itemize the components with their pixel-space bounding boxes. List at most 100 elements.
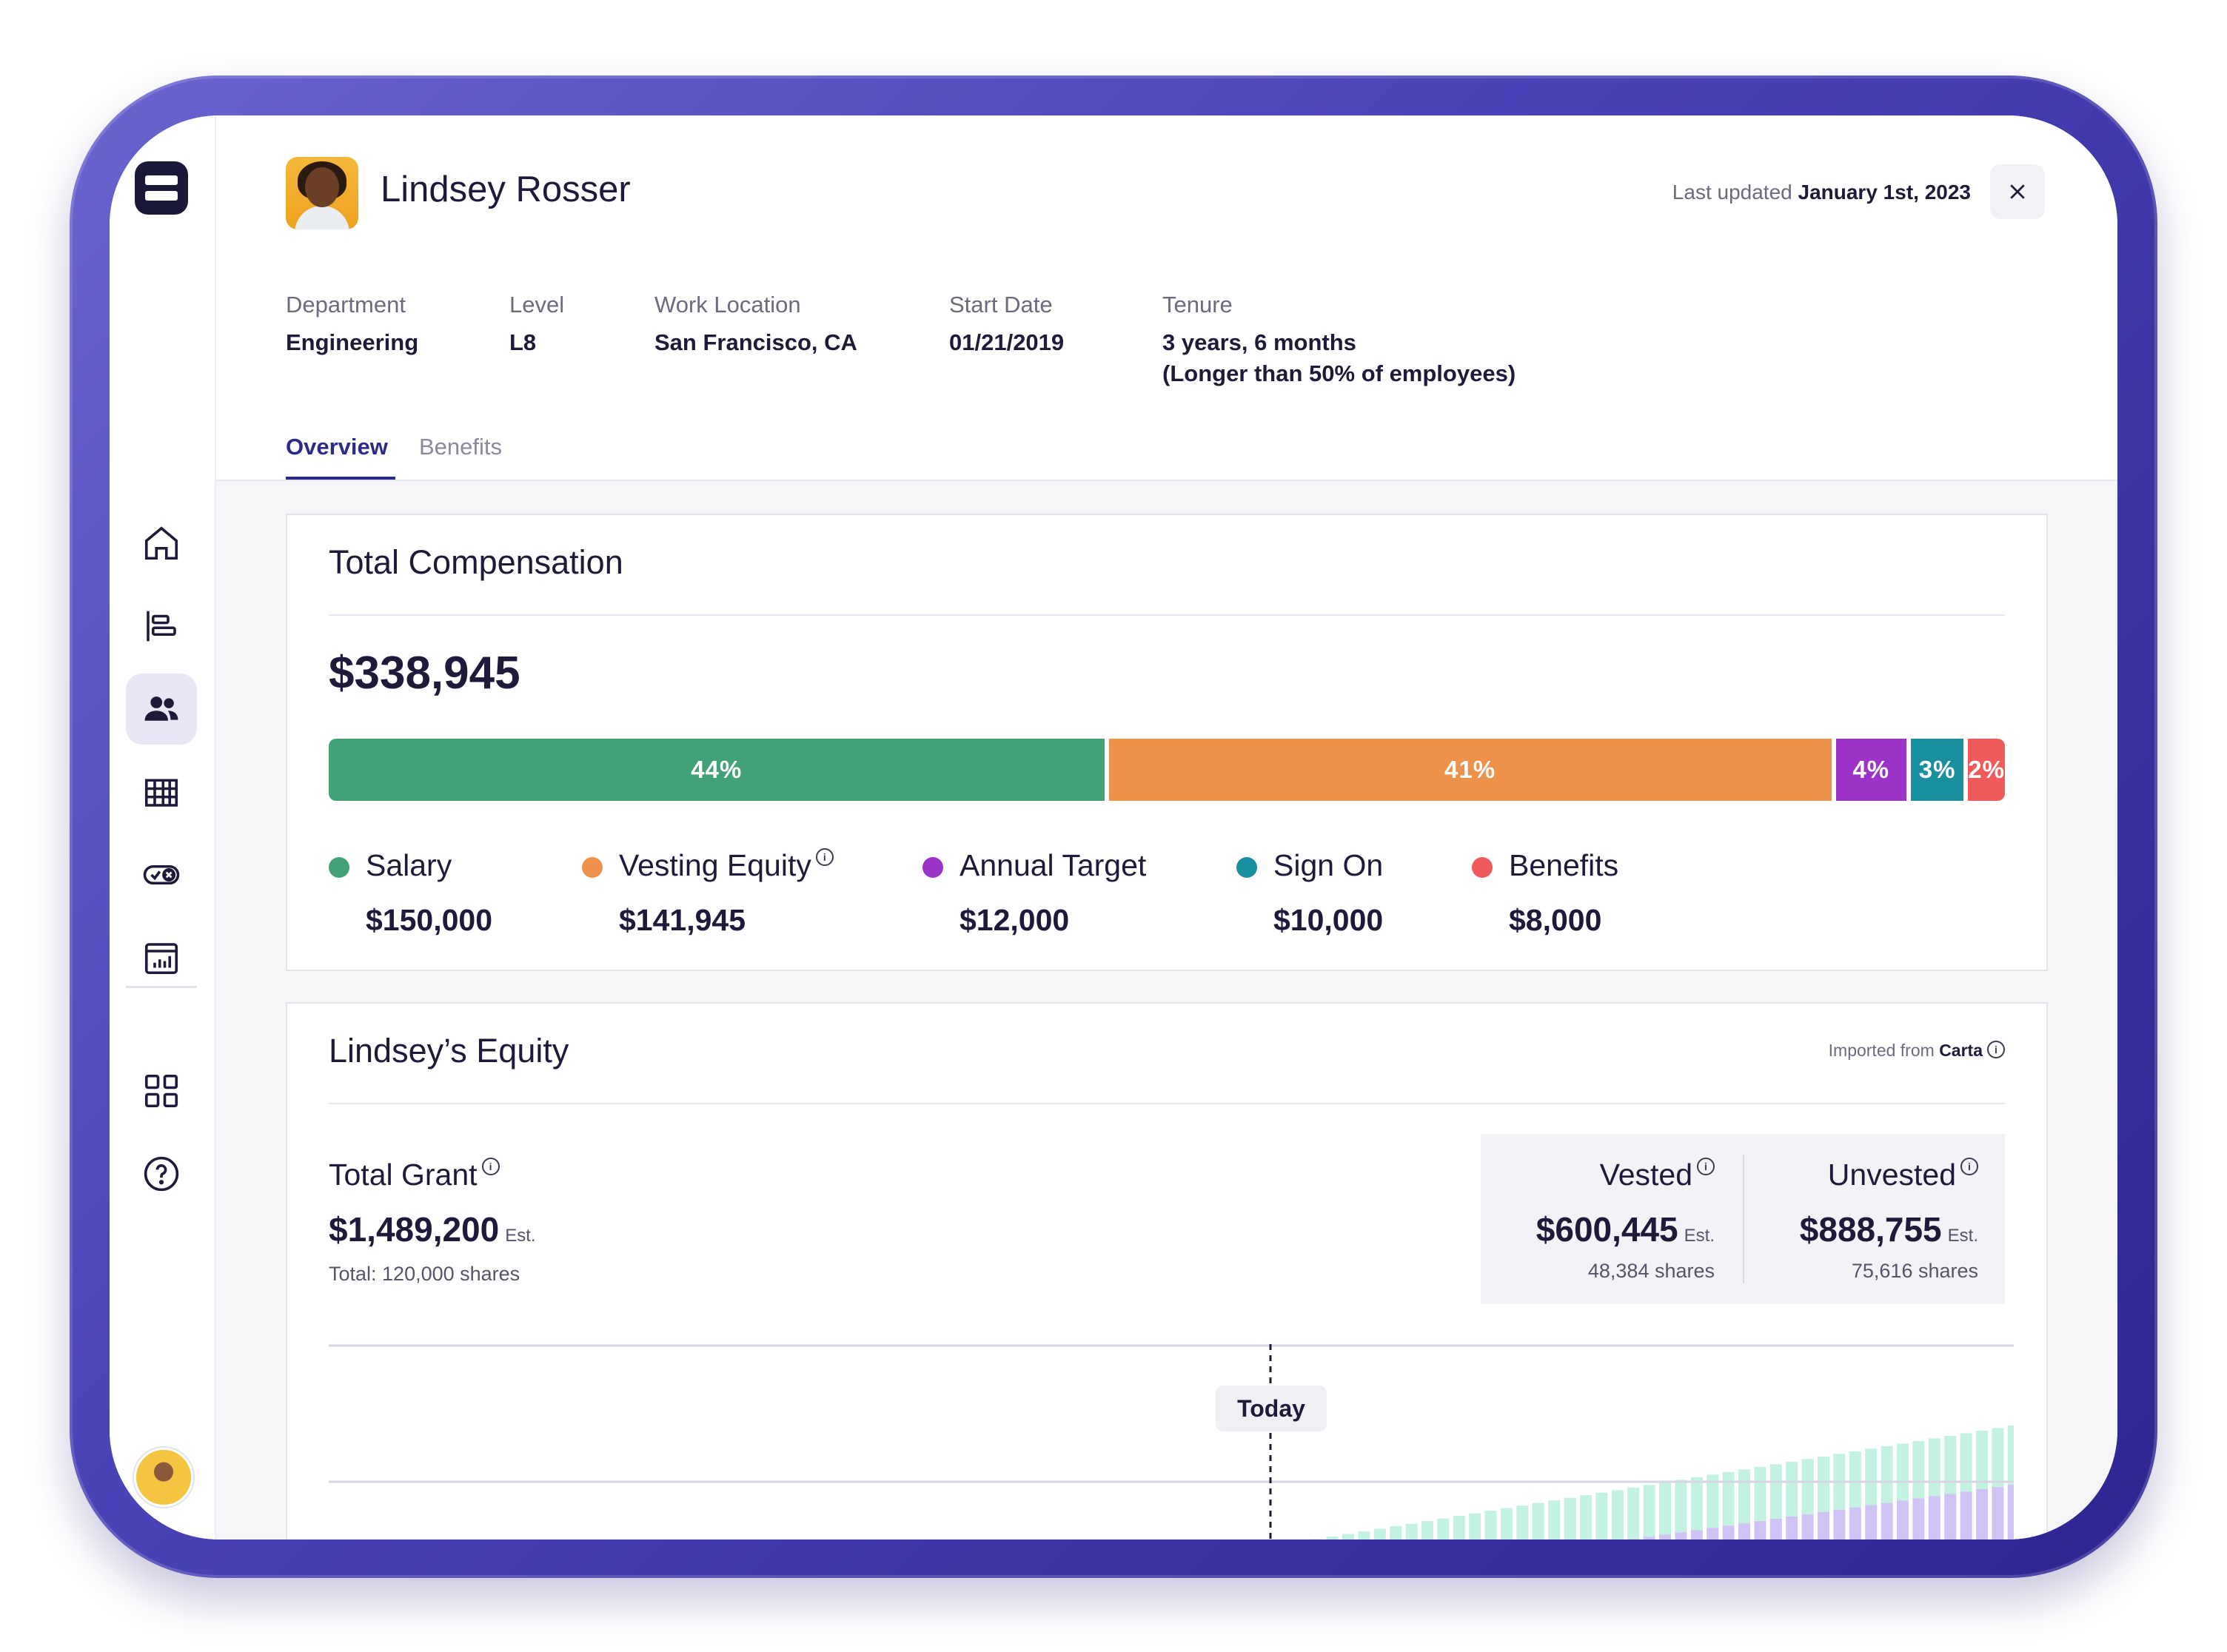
total-grant-shares: Total: 120,000 shares (329, 1263, 520, 1285)
start-date-label: Start Date (949, 292, 1053, 318)
user-avatar[interactable] (134, 1448, 193, 1507)
unvested-bar (1469, 1513, 1481, 1539)
unvested-bar (1928, 1438, 1940, 1497)
vested-bar (1818, 1511, 1829, 1539)
info-icon[interactable]: i (1697, 1158, 1715, 1175)
vested-shares: 48,384 shares (1587, 1260, 1715, 1282)
sidebar (110, 115, 216, 1539)
sidebar-divider (126, 986, 197, 988)
legend-value: $8,000 (1509, 903, 1602, 937)
users-icon[interactable] (126, 674, 197, 745)
total-grant-value: $1,489,200 Est. (329, 1210, 536, 1249)
total-grant-label: Total Grant i (329, 1158, 500, 1192)
level-value: L8 (509, 329, 537, 355)
unvested-bar (1342, 1534, 1354, 1539)
vested-bar (1881, 1502, 1893, 1539)
unvested-bar (1801, 1459, 1814, 1514)
vested-bar (1643, 1537, 1655, 1539)
level-label: Level (509, 292, 565, 318)
vesting-divider (1743, 1155, 1744, 1283)
compensation-segment[interactable]: 2% (1968, 739, 2005, 801)
unvested-bar (1484, 1511, 1497, 1539)
tab-benefits[interactable]: Benefits (419, 434, 503, 460)
unvested-bar (1754, 1466, 1766, 1522)
info-icon[interactable]: i (481, 1158, 500, 1175)
card-divider (329, 1103, 2005, 1104)
legend-value: $10,000 (1273, 903, 1384, 937)
work-location-label: Work Location (654, 292, 801, 318)
info-icon[interactable]: i (1987, 1041, 2005, 1058)
main-panel: Lindsey Rosser Last updated January 1st,… (216, 115, 2117, 1539)
unvested-bar (1722, 1471, 1735, 1526)
vested-bar (1992, 1487, 2004, 1539)
legend-label: Annual Target (960, 848, 1147, 882)
compensation-segment[interactable]: 3% (1910, 739, 1964, 801)
toggle-icon[interactable] (126, 839, 197, 910)
vested-bar (1675, 1532, 1687, 1539)
legend-label: Salary (366, 848, 452, 882)
compensation-segment[interactable]: 44% (329, 739, 1105, 801)
card-divider (329, 614, 2005, 616)
close-button[interactable] (1990, 164, 2045, 219)
vesting-chart (329, 1344, 2014, 1539)
employee-name: Lindsey Rosser (381, 169, 631, 209)
unvested-bar (1976, 1430, 1988, 1490)
department-value: Engineering (286, 329, 419, 355)
legend-value: $12,000 (960, 903, 1070, 937)
unvested-bar (1897, 1443, 1909, 1501)
info-icon[interactable]: i (1960, 1158, 1978, 1175)
vested-bar (1707, 1528, 1719, 1539)
compensation-segment[interactable]: 4% (1835, 739, 1906, 801)
unvested-bar (1326, 1537, 1339, 1539)
vested-bar (1912, 1498, 1925, 1539)
close-icon (2010, 184, 2025, 199)
imported-from: Imported from Carta i (1829, 1041, 2005, 1061)
tenure-value: 3 years, 6 months (Longer than 50% of em… (1162, 327, 1516, 389)
unvested-bar (1849, 1451, 1861, 1508)
vested-bar (1769, 1518, 1782, 1539)
unvested-bar (1690, 1477, 1703, 1531)
unvested-bar (1390, 1526, 1402, 1539)
vested-bar (1976, 1489, 1988, 1539)
legend-dot (1472, 857, 1493, 878)
unvested-bar (1564, 1497, 1576, 1539)
work-location-value: San Francisco, CA (654, 329, 857, 355)
vested-bar (1928, 1496, 1940, 1539)
table-grid-icon[interactable] (126, 756, 197, 827)
unvested-value: $888,755 Est. (1799, 1210, 1978, 1249)
tenure-label: Tenure (1162, 292, 1233, 318)
tab-overview[interactable]: Overview (286, 434, 388, 460)
card-title: Total Compensation (329, 543, 623, 581)
unvested-bar (1675, 1480, 1687, 1533)
home-icon[interactable] (126, 508, 197, 579)
profile-header: Lindsey Rosser Last updated January 1st,… (216, 115, 2117, 481)
legend-dot (1236, 857, 1257, 878)
align-left-icon[interactable] (126, 591, 197, 662)
info-icon[interactable]: i (815, 848, 834, 866)
legend-label: Benefits (1509, 848, 1619, 882)
unvested-bar (1421, 1521, 1433, 1539)
app-logo[interactable] (135, 161, 188, 215)
imported-source: Carta (1939, 1041, 1983, 1060)
last-updated-date: January 1st, 2023 (1798, 181, 1972, 204)
help-icon[interactable] (126, 1138, 197, 1209)
unvested-bar (1865, 1448, 1878, 1505)
employee-avatar (286, 157, 358, 229)
compensation-segment[interactable]: 41% (1108, 739, 1832, 801)
vested-bar (1833, 1509, 1846, 1539)
card-title: Lindsey’s Equity (329, 1032, 569, 1070)
unvested-bar (1786, 1461, 1798, 1517)
unvested-bar (1960, 1433, 1972, 1492)
vested-label: Vested i (1600, 1158, 1715, 1192)
calendar-chart-icon[interactable] (126, 922, 197, 993)
unvested-bar (1580, 1495, 1592, 1539)
apps-grid-icon[interactable] (126, 1055, 197, 1126)
vested-bar (1897, 1500, 1909, 1539)
content-area: Total Compensation $338,945 44% 41% 4% 3% 2%… (216, 481, 2117, 1539)
vested-bar (1944, 1494, 1957, 1539)
unvested-bar (1992, 1428, 2004, 1488)
unvested-bar (1501, 1508, 1513, 1539)
unvested-bar (2007, 1426, 2014, 1485)
vested-bar (2007, 1485, 2014, 1539)
last-updated: Last updated January 1st, 2023 (1672, 181, 1971, 204)
